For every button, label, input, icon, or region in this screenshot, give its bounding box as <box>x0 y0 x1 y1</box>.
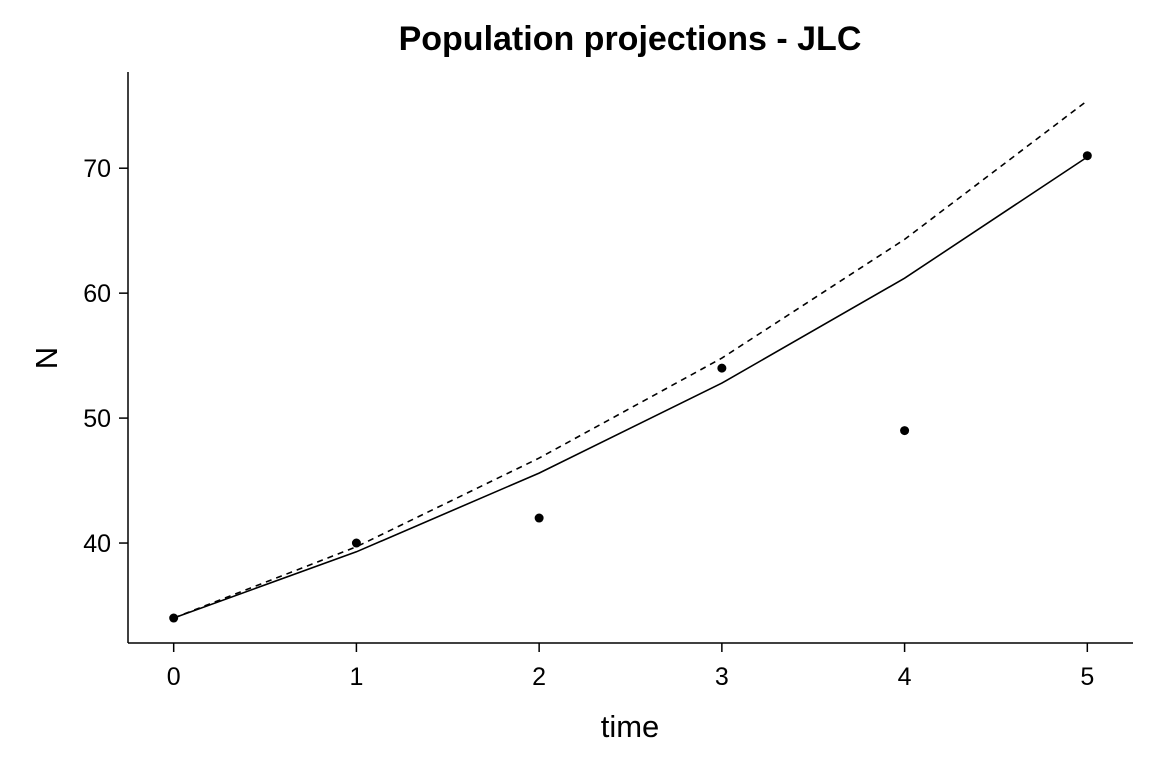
x-tick-label: 4 <box>898 663 912 691</box>
x-axis-ticks: 0 1 2 3 4 5 <box>167 643 1094 691</box>
x-tick-label: 0 <box>167 663 181 691</box>
chart-title: Population projections - JLC <box>399 20 862 58</box>
x-tick-label: 1 <box>349 663 363 691</box>
y-tick-label: 50 <box>83 405 111 433</box>
y-tick-label: 70 <box>83 155 111 183</box>
data-point <box>534 513 544 523</box>
data-point <box>351 538 361 548</box>
x-tick-label: 3 <box>715 663 729 691</box>
data-point <box>900 426 910 436</box>
data-point <box>169 613 179 623</box>
x-tick-label: 2 <box>532 663 546 691</box>
y-tick-label: 40 <box>83 530 111 558</box>
y-axis-ticks: 40 50 60 70 <box>83 155 128 558</box>
x-axis-label: time <box>601 709 660 744</box>
solid-projection-line <box>173 156 1088 619</box>
data-point <box>717 363 727 373</box>
y-axis-label: N <box>29 347 64 369</box>
data-point <box>1082 151 1092 161</box>
y-tick-label: 60 <box>83 280 111 308</box>
x-tick-label: 5 <box>1080 663 1094 691</box>
plot-area <box>169 100 1092 623</box>
dashed-projection-line <box>173 100 1088 619</box>
